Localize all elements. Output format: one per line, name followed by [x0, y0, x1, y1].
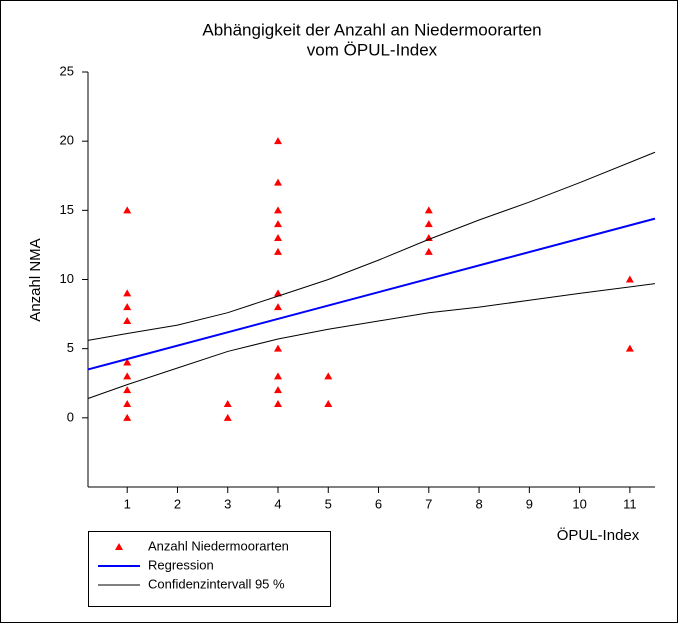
- point: [324, 372, 333, 380]
- chart-title: Abhängigkeit der Anzahl an Niedermoorart…: [202, 20, 541, 39]
- y-tick-label: 5: [67, 340, 74, 355]
- point: [123, 413, 132, 421]
- x-tick-label: 8: [475, 496, 482, 511]
- y-tick-label: 0: [67, 409, 74, 424]
- x-tick-label: 7: [425, 496, 432, 511]
- point: [123, 400, 132, 407]
- point: [274, 220, 283, 228]
- line: [87, 151, 656, 341]
- legend-box: [88, 531, 331, 607]
- point: [625, 275, 634, 283]
- line: [87, 217, 656, 371]
- point: [424, 234, 433, 241]
- point: [274, 137, 283, 145]
- point: [274, 372, 283, 380]
- point: [274, 289, 283, 297]
- legend-marker: [115, 543, 123, 550]
- chart-title: vom ÖPUL-Index: [307, 40, 438, 59]
- point: [123, 303, 132, 311]
- point: [274, 400, 283, 407]
- legend-label: Confidenzintervall 95 %: [148, 576, 285, 591]
- x-tick-label: 11: [623, 496, 637, 511]
- y-axis-label: Anzahl NMA: [27, 238, 44, 321]
- point: [274, 206, 283, 214]
- point: [274, 386, 283, 394]
- y-tick-label: 10: [60, 271, 74, 286]
- point: [123, 206, 132, 214]
- line: [87, 283, 656, 399]
- point: [625, 344, 634, 352]
- point: [424, 206, 433, 214]
- point: [123, 358, 132, 366]
- legend-label: Regression: [148, 557, 214, 572]
- point: [123, 289, 132, 297]
- x-tick-label: 9: [526, 496, 533, 511]
- point: [424, 220, 433, 228]
- point: [324, 400, 333, 407]
- x-axis-label: ÖPUL-Index: [557, 526, 640, 544]
- y-tick-label: 15: [60, 202, 74, 217]
- y-tick-label: 25: [60, 63, 74, 78]
- point: [223, 400, 232, 407]
- point: [274, 234, 283, 241]
- x-tick-label: 3: [224, 496, 231, 511]
- x-tick-label: 6: [375, 496, 382, 511]
- y-tick-label: 20: [60, 133, 74, 148]
- point: [223, 413, 232, 421]
- point: [274, 247, 283, 255]
- point: [274, 178, 283, 186]
- point: [123, 372, 132, 380]
- x-tick-label: 1: [124, 496, 131, 511]
- point: [123, 386, 132, 394]
- point: [274, 303, 283, 311]
- x-tick-label: 5: [325, 496, 332, 511]
- x-tick-label: 4: [274, 496, 281, 511]
- point: [424, 247, 433, 255]
- x-tick-label: 2: [174, 496, 181, 511]
- legend-label: Anzahl Niedermoorarten: [148, 538, 289, 553]
- x-tick-label: 10: [572, 496, 586, 511]
- point: [123, 317, 132, 324]
- point: [274, 344, 283, 352]
